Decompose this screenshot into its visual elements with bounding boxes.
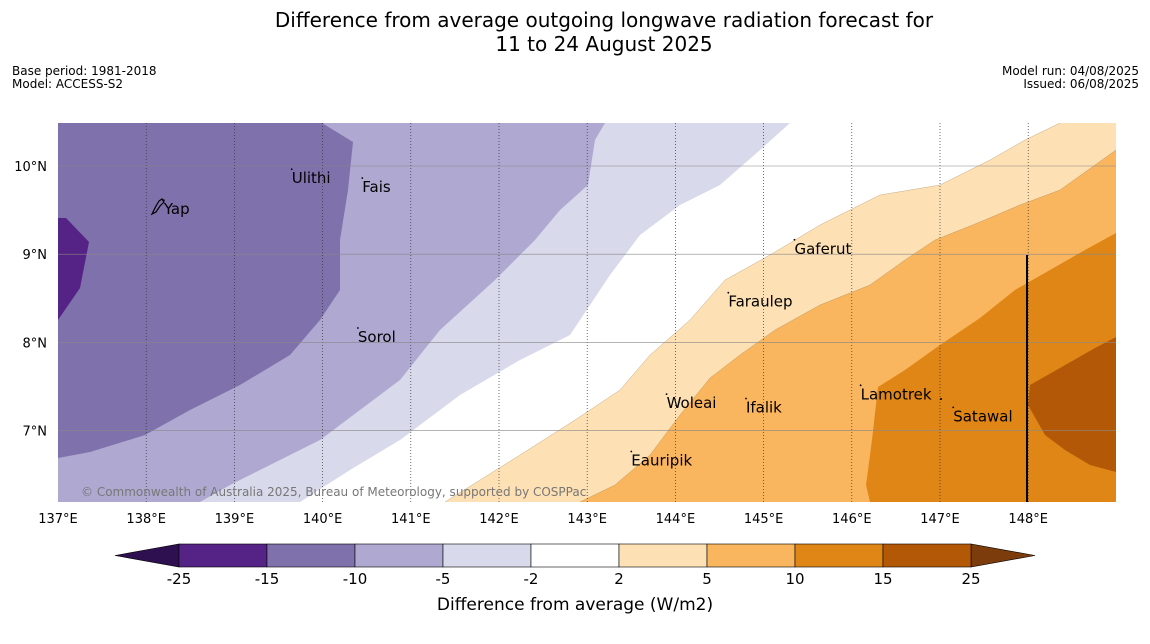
lon-tick-label: 140°E — [303, 512, 343, 527]
band-15-25 — [1028, 337, 1116, 472]
colorbar-min-extension — [114, 543, 180, 568]
place-label: Gaferut — [794, 240, 851, 258]
place-marker — [793, 238, 796, 241]
lat-tick-label: 9°N — [23, 248, 48, 263]
colorbar-segment — [354, 543, 444, 568]
colorbar-segment — [794, 543, 884, 568]
colorbar-segment — [266, 543, 356, 568]
axis-ticks: 137°E 138°E 139°E 140°E 141°E 142°E 143°E 144°E… — [14, 160, 1048, 527]
colorbar-tick-label: -25 — [167, 570, 192, 588]
lon-tick-label: 141°E — [391, 512, 431, 527]
colorbar-title: Difference from average (W/m2) — [437, 595, 713, 615]
issued-text: Issued: 06/08/2025 — [1023, 77, 1139, 91]
place-marker — [290, 168, 293, 171]
colorbar-tick-label: 25 — [961, 570, 980, 588]
colorbar-tick-label: -5 — [436, 570, 451, 588]
lon-tick-label: 148°E — [1008, 512, 1048, 527]
place-label: Eauripik — [631, 451, 692, 469]
colorbar-segment — [442, 543, 532, 568]
lon-tick-label: 139°E — [215, 512, 255, 527]
base-period-text: Base period: 1981-2018 — [12, 64, 157, 78]
colorbar-segment — [618, 543, 708, 568]
place-label: Ifalik — [746, 399, 782, 417]
colorbar-max-extension — [970, 543, 1036, 568]
place-marker — [162, 199, 165, 202]
lon-tick-label: 147°E — [920, 512, 960, 527]
model-text: Model: ACCESS-S2 — [12, 77, 124, 91]
lon-tick-label: 146°E — [832, 512, 872, 527]
map-grid — [58, 123, 1116, 502]
chart-title: Difference from average outgoing longwav… — [0, 8, 1150, 56]
colorbar-tick-label: 10 — [785, 570, 804, 588]
place-label: Fais — [362, 178, 391, 196]
place-marker — [630, 450, 633, 453]
title-line-1: Difference from average outgoing longwav… — [274, 8, 934, 32]
place-marker — [665, 393, 668, 396]
lon-tick-label: 138°E — [126, 512, 166, 527]
lon-tick-label: 142°E — [479, 512, 519, 527]
place-label: Satawal — [953, 407, 1012, 425]
place-marker — [859, 384, 862, 387]
colorbar-segment — [706, 543, 796, 568]
band-minus25-minus15 — [58, 218, 89, 320]
meta-right: Model run: 04/08/2025 Issued: 06/08/2025 — [1002, 65, 1139, 91]
colorbar-segment — [882, 543, 972, 568]
place-label: Faraulep — [728, 293, 792, 311]
colorbar-segment — [178, 543, 268, 568]
lat-tick-label: 8°N — [23, 336, 48, 351]
colorbar-tick-label: 15 — [873, 570, 892, 588]
lon-tick-label: 143°E — [567, 512, 607, 527]
colorbar-tick-label: 2 — [614, 570, 624, 588]
lon-tick-label: 144°E — [656, 512, 696, 527]
lat-tick-label: 7°N — [23, 425, 48, 440]
place-label: Sorol — [358, 328, 396, 346]
place-labels: Yap Ulithi Fais Sorol Gaferut Faraulep Woleai I… — [163, 168, 1013, 469]
meta-left: Base period: 1981-2018 Model: ACCESS-S2 — [12, 65, 157, 91]
title-line-2: 11 to 24 August 2025 — [495, 32, 713, 56]
place-label: Lamotrek — [861, 385, 932, 403]
lat-tick-label: 10°N — [14, 160, 47, 175]
place-label: Yap — [163, 200, 190, 218]
colorbar: -25 -15 -10 -5 -2 2 5 10 15 25 — [114, 543, 1036, 588]
place-label: Woleai — [667, 394, 717, 412]
place-marker — [361, 177, 364, 179]
yap-island-shape — [150, 198, 165, 216]
place-label: Ulithi — [292, 169, 331, 187]
colorbar-tick-label: 5 — [702, 570, 712, 588]
copyright-text: © Commonwealth of Australia 2025, Bureau… — [81, 485, 586, 499]
place-marker — [940, 398, 942, 400]
lon-tick-label: 137°E — [38, 512, 78, 527]
colorbar-tick-label: -10 — [343, 570, 368, 588]
model-run-text: Model run: 04/08/2025 — [1001, 64, 1139, 78]
colorbar-tick-label: -15 — [255, 570, 280, 588]
band-minus15-minus10 — [58, 123, 353, 458]
place-marker — [727, 291, 730, 294]
place-marker — [952, 406, 955, 409]
colorbar-segment — [530, 543, 620, 568]
colorbar-tick-label: -2 — [524, 570, 539, 588]
lon-tick-label: 145°E — [744, 512, 784, 527]
place-marker — [745, 397, 747, 400]
place-marker — [356, 327, 359, 329]
